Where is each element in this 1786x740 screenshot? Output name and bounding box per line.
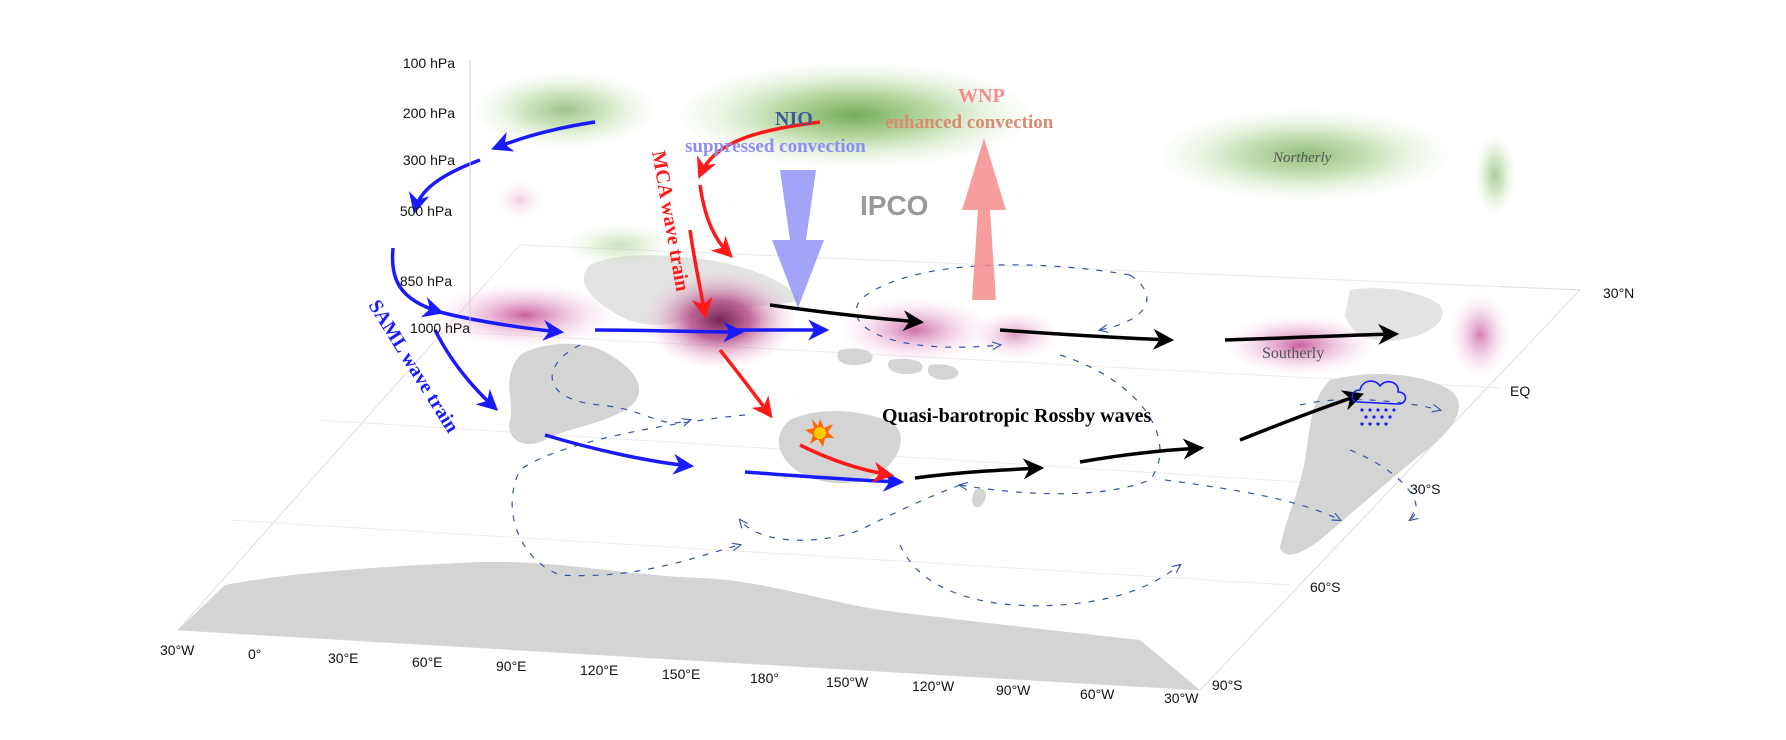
lon-tick: 0° xyxy=(248,646,261,662)
pressure-tick-850: 850 hPa xyxy=(400,273,452,289)
heating-star-icon xyxy=(805,419,834,447)
lon-tick: 30°W xyxy=(1164,690,1199,706)
lat-tick: 90°S xyxy=(1212,677,1243,693)
saml-wave-train-arrows xyxy=(390,120,905,492)
southerly-label: Southerly xyxy=(1262,345,1324,362)
circulation-flow xyxy=(511,264,1440,607)
lat-tick: 60°S xyxy=(1310,579,1341,595)
lon-tick: 180° xyxy=(750,670,779,686)
rain-cloud-icon xyxy=(1351,380,1407,426)
lon-tick: 120°E xyxy=(580,662,618,678)
land-masses xyxy=(178,255,1459,690)
suppressed-convection-label: suppressed convection xyxy=(685,136,866,157)
longitude-axis: 30°W 0° 30°E 60°E 90°E 120°E 150°E 180° … xyxy=(160,642,1199,706)
lat-tick: 30°S xyxy=(1410,481,1441,497)
pressure-tick-200: 200 hPa xyxy=(403,105,455,121)
ipco-label: IPCO xyxy=(860,190,928,221)
pressure-tick-500: 500 hPa xyxy=(400,203,452,219)
enhanced-convection-label: enhanced convection xyxy=(885,112,1054,133)
lon-tick: 30°W xyxy=(160,642,195,658)
pressure-tick-300: 300 hPa xyxy=(403,152,455,168)
latitude-axis: 30°N EQ 30°S 60°S 90°S xyxy=(1212,285,1634,693)
nio-label: NIO xyxy=(775,108,813,130)
lon-tick: 30°E xyxy=(328,650,359,666)
lon-tick: 90°W xyxy=(996,682,1031,698)
lat-tick: 30°N xyxy=(1603,285,1634,301)
lon-tick: 60°E xyxy=(412,654,443,670)
mca-wave-train-arrows xyxy=(688,120,895,483)
pressure-axis: 100 hPa 200 hPa 300 hPa 500 hPa 850 hPa … xyxy=(400,55,471,336)
pressure-tick-1000: 1000 hPa xyxy=(410,320,470,336)
northerly-label: Northerly xyxy=(1272,150,1332,166)
rossby-wave-arrows xyxy=(769,303,1400,480)
lon-tick: 150°W xyxy=(826,674,869,690)
lon-tick: 90°E xyxy=(496,658,527,674)
pressure-tick-100: 100 hPa xyxy=(403,55,455,71)
rossby-waves-label: Quasi-barotropic Rossby waves xyxy=(882,405,1152,427)
rain-drops xyxy=(1360,408,1396,426)
enhanced-convection-arrow xyxy=(962,138,1006,300)
lon-tick: 60°W xyxy=(1080,686,1115,702)
wnp-label: WNP xyxy=(958,85,1005,107)
lon-tick: 150°E xyxy=(662,666,700,682)
suppressed-convection-arrow xyxy=(772,170,824,308)
lon-tick: 120°W xyxy=(912,678,955,694)
lat-tick: EQ xyxy=(1510,383,1530,399)
